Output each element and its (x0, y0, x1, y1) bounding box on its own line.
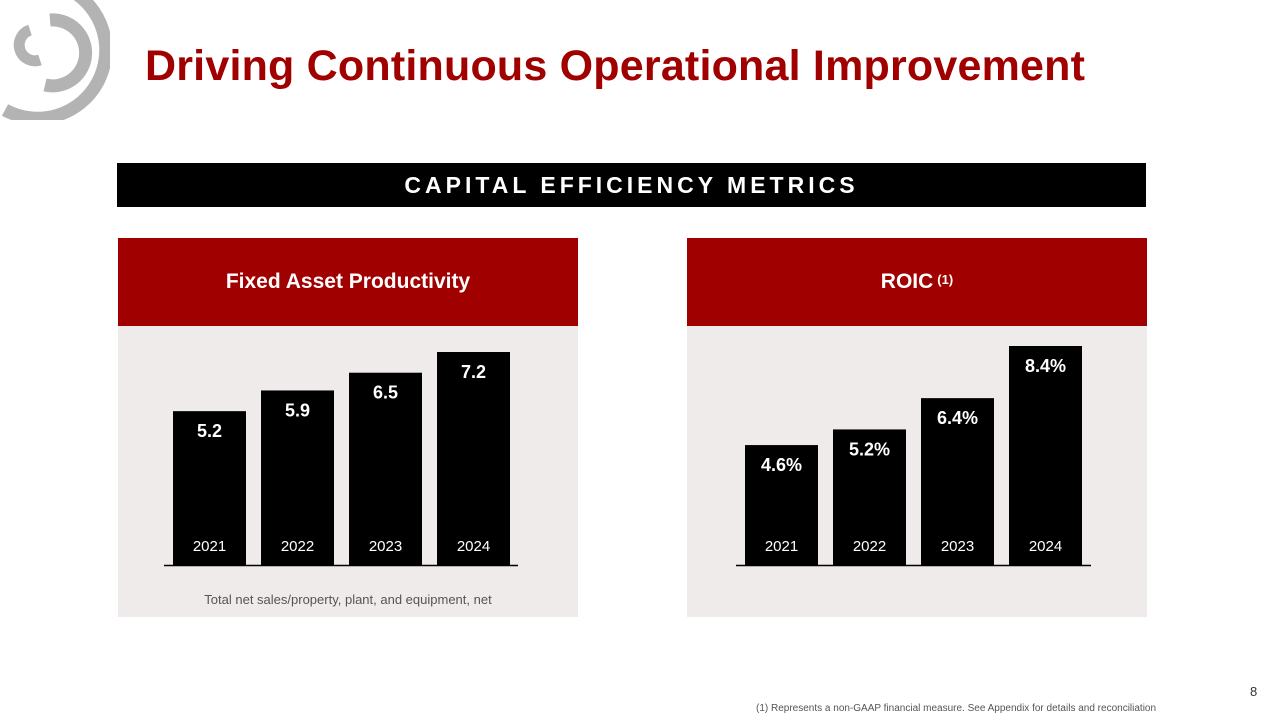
panel-header: Fixed Asset Productivity (118, 238, 578, 326)
data-label: 7.2 (461, 362, 486, 382)
chart-title: ROIC (880, 270, 934, 293)
bar-2023 (349, 372, 422, 565)
bar-2021 (173, 411, 246, 565)
x-tick-label: 2022 (281, 538, 314, 555)
footnote-marker: (1) (937, 271, 954, 287)
data-label: 4.6% (761, 455, 802, 475)
bar-2023 (921, 398, 994, 565)
section-banner: CAPITAL EFFICIENCY METRICS (117, 163, 1146, 207)
bar-2022 (261, 390, 334, 565)
bar-2021 (745, 445, 818, 565)
page-title: Driving Continuous Operational Improveme… (145, 42, 1086, 90)
page-number: 8 (1250, 684, 1258, 699)
chart-caption: Total net sales/property, plant, and equ… (204, 592, 492, 607)
data-label: 5.2% (849, 439, 890, 459)
fixed-asset-productivity-panel: Fixed Asset Productivity 5.2 2021 5.9 2022 6… (118, 238, 578, 617)
data-label: 8.4% (1025, 356, 1066, 376)
bar-2024 (437, 352, 510, 565)
company-logo (1, 0, 110, 120)
chart-title: Fixed Asset Productivity (225, 270, 471, 293)
data-label: 6.4% (937, 408, 978, 428)
x-tick-label: 2022 (853, 538, 886, 555)
data-label: 5.2 (197, 421, 222, 441)
panel-header: ROIC (1) (687, 238, 1147, 326)
x-tick-label: 2023 (941, 538, 974, 555)
x-tick-label: 2021 (765, 538, 798, 555)
roic-chart: 4.6% 2021 5.2% 2022 6.4% 2023 8.4% 2024 (736, 346, 1091, 567)
data-label: 6.5 (373, 383, 398, 403)
data-label: 5.9 (285, 400, 310, 420)
bar-2022 (833, 429, 906, 565)
fixed-asset-productivity-chart: 5.2 2021 5.9 2022 6.5 2023 7.2 2024 (164, 352, 518, 567)
x-tick-label: 2024 (457, 538, 490, 555)
footnote: (1) Represents a non-GAAP financial meas… (756, 703, 1157, 714)
x-tick-label: 2023 (369, 538, 402, 555)
bar-2024 (1009, 346, 1082, 565)
roic-panel: ROIC (1) 4.6% 2021 5.2% 2022 6.4% 2023 8.4% 2024 (687, 238, 1147, 617)
x-tick-label: 2024 (1029, 538, 1062, 555)
x-tick-label: 2021 (193, 538, 226, 555)
